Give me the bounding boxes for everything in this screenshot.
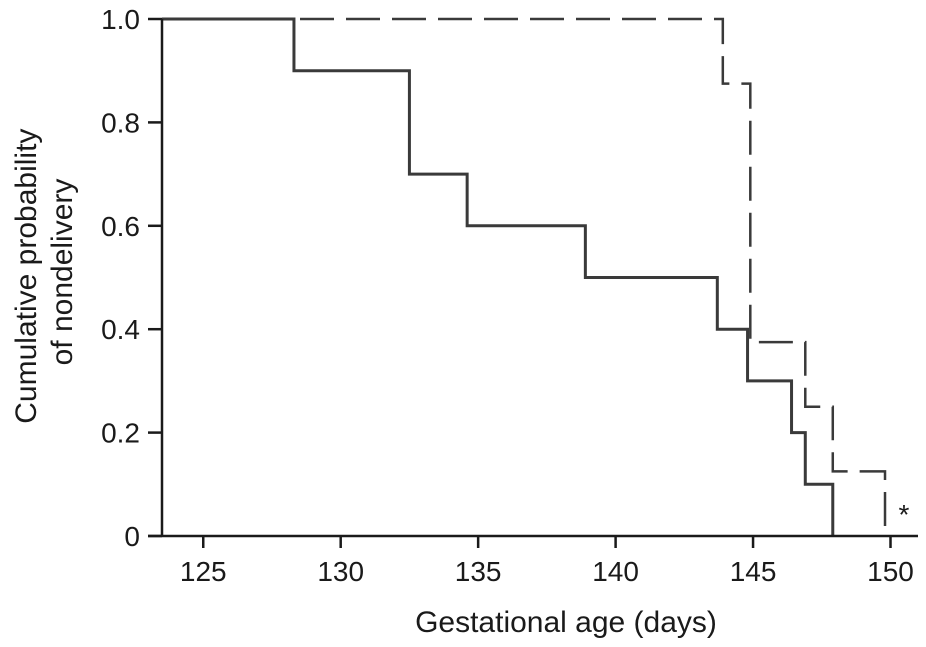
x-tick-label-125: 125 bbox=[180, 556, 227, 587]
y-tick-label-0.4: 0.4 bbox=[101, 314, 140, 345]
x-axis-label: Gestational age (days) bbox=[415, 606, 717, 639]
x-tick-label-145: 145 bbox=[730, 556, 777, 587]
x-tick-label-150: 150 bbox=[867, 556, 914, 587]
y-tick-label-0.6: 0.6 bbox=[101, 211, 140, 242]
x-tick-label-130: 130 bbox=[317, 556, 364, 587]
y-tick-label-0: 0 bbox=[124, 521, 140, 552]
x-axis: 125 130 135 140 145 150 bbox=[148, 534, 918, 587]
x-tick-label-135: 135 bbox=[455, 556, 502, 587]
y-axis: 0 0.2 0.4 0.6 0.8 1.0 bbox=[101, 4, 164, 552]
series-solid-line bbox=[162, 17, 835, 536]
y-tick-label-0.2: 0.2 bbox=[101, 418, 140, 449]
series-group bbox=[162, 17, 887, 536]
significance-asterisk: * bbox=[899, 499, 910, 530]
y-axis-label-line-2: of nondelivery bbox=[46, 179, 79, 366]
y-tick-label-1: 1.0 bbox=[101, 4, 140, 35]
series-dashed-line bbox=[162, 17, 887, 536]
y-tick-label-0.8: 0.8 bbox=[101, 107, 140, 138]
y-axis-label: Cumulative probability of nondelivery bbox=[10, 120, 79, 423]
x-tick-label-140: 140 bbox=[592, 556, 639, 587]
y-axis-label-line-1: Cumulative probability bbox=[10, 129, 43, 424]
